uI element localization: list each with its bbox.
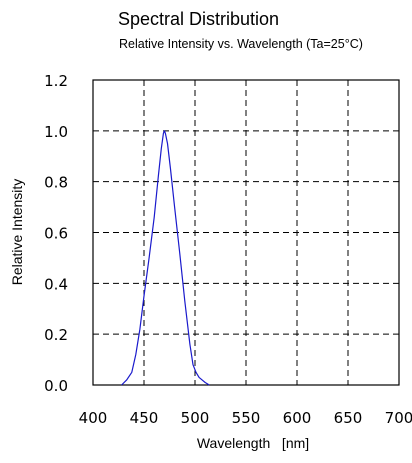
y-tick-labels: 0.0 0.2 0.4 0.6 0.8 1.0 1.2 (44, 72, 68, 395)
chart-title: Spectral Distribution (118, 9, 279, 29)
x-tick-label: 700 (385, 409, 412, 427)
grid (93, 80, 399, 385)
x-tick-label: 650 (334, 409, 363, 427)
x-tick-label: 400 (79, 409, 108, 427)
y-tick-label: 0.0 (44, 377, 68, 395)
series-layer (121, 130, 210, 386)
y-tick-label: 0.6 (44, 225, 68, 243)
y-tick-label: 1.2 (44, 72, 68, 90)
spectral-curve (121, 130, 210, 386)
y-tick-label: 0.8 (44, 174, 68, 192)
x-tick-labels: 400 450 500 550 600 650 700 (79, 409, 412, 427)
x-tick-label: 550 (232, 409, 261, 427)
y-axis-label: Relative Intensity (9, 179, 25, 286)
y-tick-label: 1.0 (44, 123, 68, 141)
x-tick-label: 600 (283, 409, 312, 427)
x-tick-label: 450 (130, 409, 159, 427)
y-tick-label: 0.4 (44, 275, 68, 293)
chart-subtitle: Relative Intensity vs. Wavelength (Ta=25… (119, 37, 363, 51)
plot-frame (92, 79, 400, 386)
x-tick-label: 500 (181, 409, 210, 427)
y-tick-label: 0.2 (44, 326, 68, 344)
x-axis-label: Wavelength [nm] (197, 435, 309, 451)
